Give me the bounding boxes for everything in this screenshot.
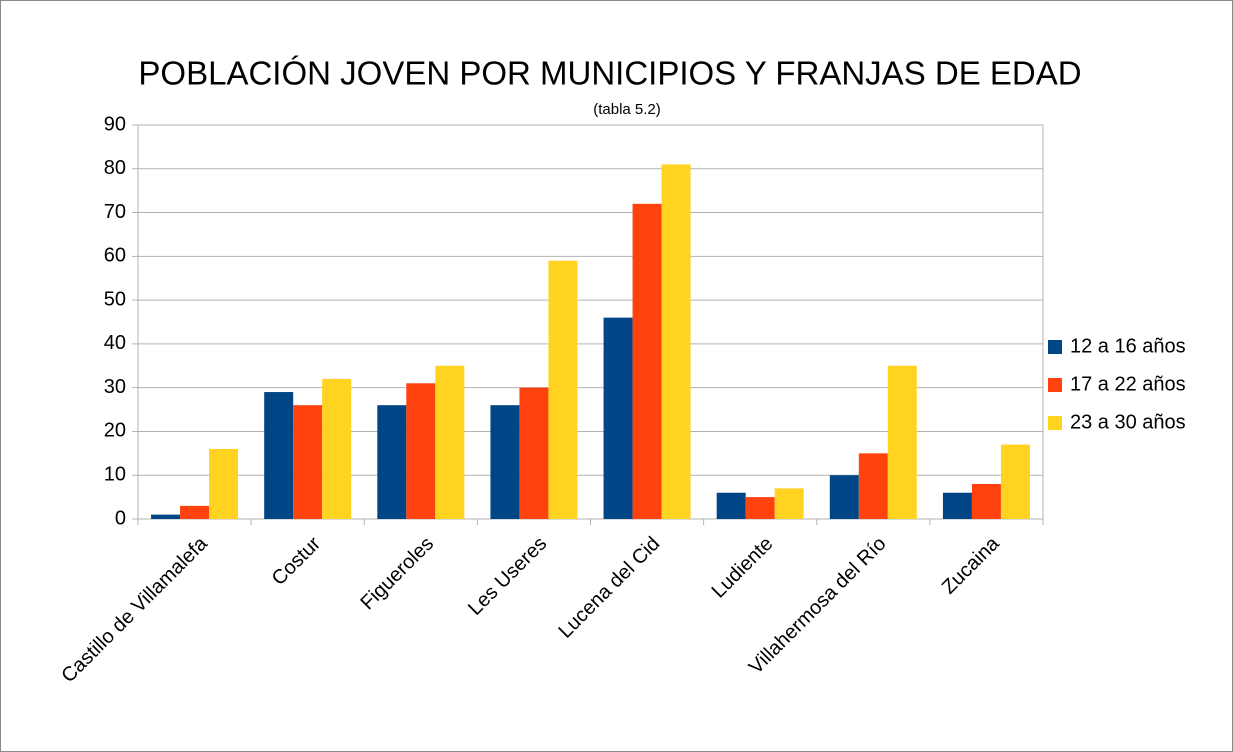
y-tick-label: 60 [104,245,126,267]
bar [971,483,1001,519]
bar [548,260,578,519]
bar [406,383,436,519]
bar [942,492,972,519]
bar [603,317,633,519]
bar [774,488,804,519]
bar [209,448,239,519]
legend-label: 23 a 30 años [1070,411,1186,433]
y-tick-label: 10 [104,464,126,486]
bar [322,378,352,519]
bar [264,392,294,519]
bar [490,405,520,519]
legend-swatch [1048,340,1062,354]
y-tick-label: 30 [104,376,126,398]
bar [293,405,323,519]
bar [716,492,746,519]
bar [151,514,181,519]
bar [377,405,407,519]
y-tick-label: 40 [104,332,126,354]
y-tick-label: 20 [104,420,126,442]
y-tick-label: 80 [104,157,126,179]
legend-label: 17 a 22 años [1070,373,1186,395]
y-tick-label: 0 [115,507,126,529]
bar [745,497,775,519]
y-tick-label: 90 [104,113,126,135]
legend-swatch [1048,378,1062,392]
bar [632,203,662,520]
bar [858,453,888,519]
y-tick-label: 50 [104,288,126,310]
bar [435,365,465,519]
chart-title: POBLACIÓN JOVEN POR MUNICIPIOS Y FRANJAS… [138,55,1081,92]
bar [661,164,691,519]
chart-subtitle: (tabla 5.2) [593,101,661,118]
bar [519,387,549,519]
bar [887,365,917,519]
y-tick-label: 70 [104,201,126,223]
legend-label: 12 a 16 años [1070,335,1186,357]
legend-swatch [1048,416,1062,430]
bar [1000,444,1030,519]
bar [180,505,210,519]
bar [829,475,859,519]
